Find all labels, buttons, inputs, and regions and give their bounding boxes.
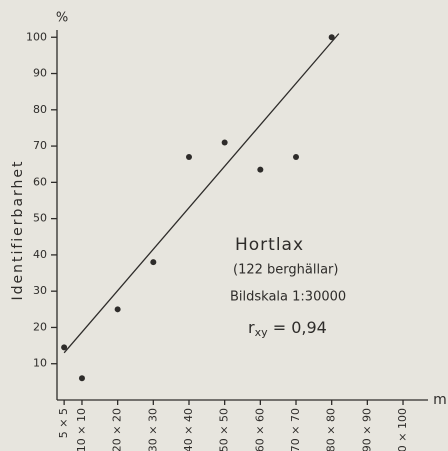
y-axis-label: Identifierbarhet [10, 159, 26, 300]
fit-line [63, 33, 340, 354]
x-unit: m [433, 392, 447, 408]
y-tick-label: 50 [33, 212, 47, 225]
x-tick-label: 70 × 70 [289, 408, 302, 451]
point [114, 306, 121, 313]
y-tick-label: 30 [33, 284, 47, 297]
point [221, 139, 228, 146]
annotation: (122 berghällar) [233, 263, 338, 278]
r-subscript: xy [255, 326, 269, 339]
point [257, 166, 264, 173]
y-tick-label: 60 [33, 175, 47, 188]
y-tick-label: 80 [33, 103, 47, 116]
annotation: Bildskala 1:30000 [230, 290, 346, 305]
r-value: = 0,94 [268, 318, 327, 337]
x-tick-label: 40 × 40 [182, 408, 195, 451]
r-symbol: r [248, 318, 255, 337]
y-tick-label: 10 [33, 357, 47, 370]
y-tick-label: 100 [26, 30, 47, 43]
point [78, 375, 85, 382]
annotation: Hortlax [235, 235, 304, 255]
x-tick-label: 30 × 30 [146, 408, 159, 451]
x-tick-label: 60 × 60 [253, 408, 266, 451]
point [185, 153, 192, 160]
x-tick-label: 5 × 5 [57, 408, 70, 438]
point [293, 153, 300, 160]
r-annotation: rxy = 0,94 [248, 318, 327, 340]
y-tick-label: 70 [33, 139, 47, 152]
y-tick-label: 20 [33, 320, 47, 333]
x-tick-label: 10 × 10 [75, 408, 88, 451]
x-tick-label: 20 × 20 [111, 408, 124, 451]
point [150, 259, 157, 266]
x-tick-label: 100 × 100 [396, 408, 409, 451]
y-tick-label: 90 [33, 67, 47, 80]
point [61, 344, 68, 351]
x-tick-label: 90 × 90 [360, 408, 373, 451]
point [328, 34, 335, 41]
x-tick-label: 80 × 80 [325, 408, 338, 451]
x-tick-label: 50 × 50 [218, 408, 231, 451]
y-unit: % [56, 11, 68, 26]
y-tick-label: 40 [33, 248, 47, 261]
